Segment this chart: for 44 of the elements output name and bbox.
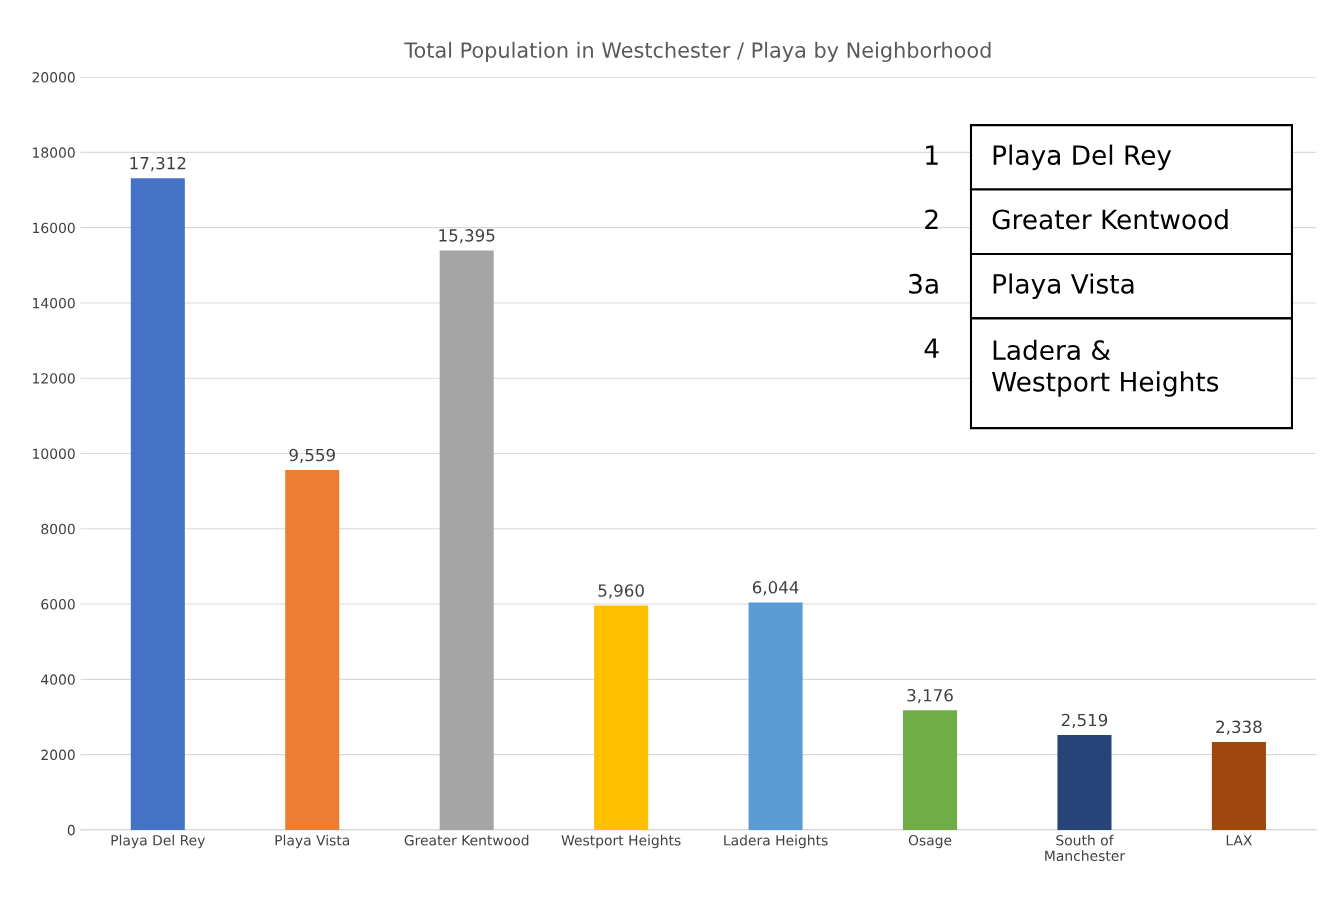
data-label: 3,176 [907, 688, 953, 704]
x-tick-label: Greater Kentwood [404, 834, 529, 846]
annotation: Greater Kentwood [992, 208, 1228, 230]
bar [903, 710, 958, 830]
bar [285, 470, 340, 830]
x-tick-label: Ladera Heights [724, 834, 828, 849]
annotation: 1 [926, 145, 938, 165]
data-label: 6,044 [752, 581, 799, 596]
y-tick-label: 10000 [33, 448, 75, 459]
y-tick-label: 2000 [41, 749, 75, 761]
data-label: 15,395 [439, 229, 495, 244]
bar [594, 605, 649, 830]
annotation: Ladera & Westport Heights [992, 339, 1219, 397]
y-tick-label: 18000 [33, 147, 75, 158]
y-tick-label: 0 [67, 824, 75, 836]
y-tick-label: 4000 [41, 674, 75, 685]
bar [130, 178, 185, 830]
data-label: 2,519 [1061, 713, 1108, 728]
chart-title: Total Population in Westchester / Playa by Neighborhood [404, 41, 991, 62]
bar [1211, 741, 1266, 830]
x-tick-label: Playa Vista [275, 834, 350, 849]
annotation: 2 [925, 209, 938, 230]
y-tick-label: 16000 [33, 222, 75, 234]
x-tick-label: South of Manchester [1045, 834, 1126, 862]
y-tick-label: 14000 [33, 297, 75, 309]
x-tick-label: Osage [908, 835, 952, 849]
y-tick-label: 20000 [32, 72, 75, 83]
annotation: 4 [924, 338, 939, 358]
data-label: 9,559 [289, 448, 335, 464]
x-tick-label: Westport Heights [561, 834, 681, 849]
x-tick-label: LAX [1226, 835, 1253, 846]
data-label: 2,338 [1216, 720, 1262, 735]
y-tick-label: 6000 [41, 599, 75, 610]
bar [748, 602, 803, 830]
data-label: 5,960 [598, 584, 644, 599]
x-tick-label: Playa Del Rey [111, 834, 205, 849]
bar [1057, 735, 1112, 830]
annotation: 3a [909, 273, 938, 294]
y-tick-label: 12000 [33, 373, 75, 384]
y-tick-label: 8000 [41, 523, 75, 535]
annotation: Playa Del Rey [993, 144, 1172, 171]
annotation: Playa Vista [993, 273, 1134, 299]
data-label: 17,312 [130, 156, 186, 172]
bar [439, 250, 494, 830]
